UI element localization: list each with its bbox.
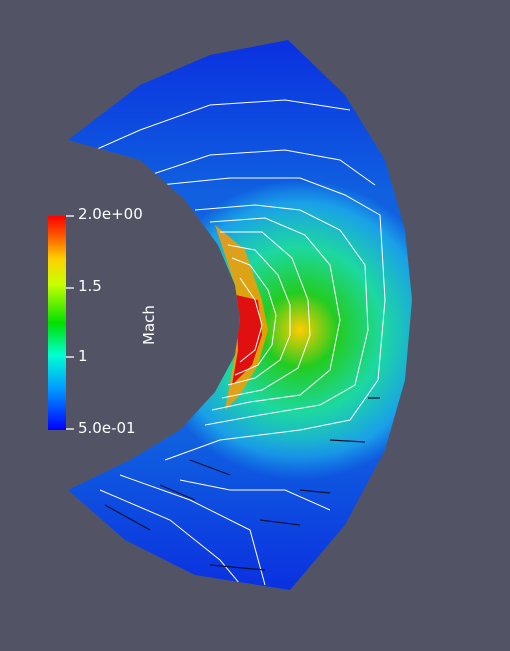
colormap-ticks	[66, 215, 74, 430]
colormap-min-label: 5.0e-01	[78, 419, 136, 437]
colormap-title: Mach	[140, 305, 158, 345]
colormap-bar	[48, 216, 66, 430]
colormap-max-label: 2.0e+00	[78, 205, 143, 223]
flow-domain[interactable]	[60, 35, 420, 595]
colormap-tick-label-1: 1	[78, 347, 88, 365]
contour-artifacts	[104, 397, 380, 571]
contour-lines	[94, 99, 386, 590]
colormap-tick-label-1-5: 1.5	[78, 277, 102, 295]
